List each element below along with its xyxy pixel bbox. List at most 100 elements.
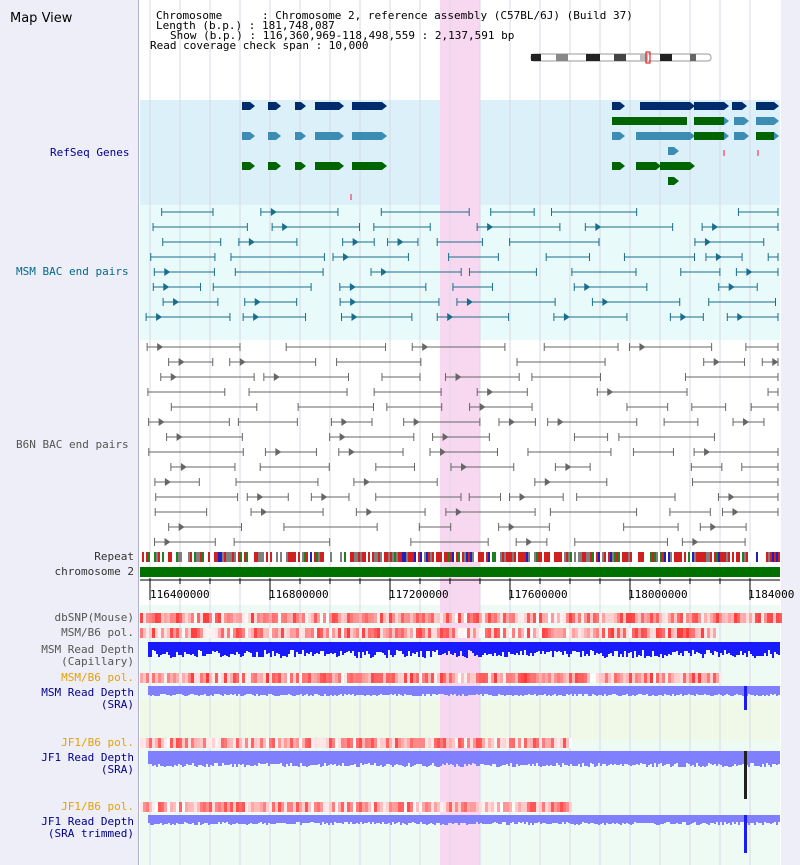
polymorphism-cell	[350, 673, 353, 683]
repeat-element	[498, 552, 500, 562]
polymorphism-cell	[602, 673, 605, 683]
polymorphism-cell	[569, 802, 572, 812]
polymorphism-cell	[731, 613, 734, 623]
read-depth-bar	[518, 815, 520, 822]
read-depth-bar	[706, 686, 708, 695]
polymorphism-cell	[689, 673, 692, 683]
polymorphism-cell	[146, 738, 149, 748]
read-depth-bar	[604, 815, 606, 825]
track-label-dbsnp[interactable]: dbSNP(Mouse)	[54, 611, 134, 624]
polymorphism-cell	[440, 628, 443, 638]
track-label-msm-depth-sra[interactable]: MSM Read Depth	[41, 686, 134, 699]
polymorphism-cell	[284, 628, 287, 638]
read-depth-bar	[404, 642, 406, 657]
read-depth-bar	[294, 815, 296, 824]
read-depth-bar	[372, 751, 374, 765]
track-label-msm-b6-pol-2[interactable]: MSM/B6 pol.	[61, 671, 134, 684]
repeat-element	[572, 552, 574, 562]
polymorphism-cell	[737, 613, 740, 623]
track-label-msm-bac[interactable]: MSM BAC end pairs	[16, 265, 129, 278]
read-depth-bar	[618, 642, 620, 657]
read-depth-bar	[266, 686, 268, 696]
read-depth-bar	[462, 686, 464, 694]
read-depth-bar	[746, 642, 748, 657]
read-depth-bar	[208, 751, 210, 767]
read-depth-bar	[254, 686, 256, 696]
repeat-element	[148, 552, 150, 562]
read-depth-bar	[238, 642, 240, 654]
read-depth-bar	[238, 751, 240, 764]
polymorphism-cell	[470, 628, 473, 638]
read-depth-bar	[668, 751, 670, 764]
repeat-element	[614, 552, 616, 562]
polymorphism-cell	[677, 673, 680, 683]
read-depth-bar	[278, 815, 280, 823]
track-label-chromosome[interactable]: chromosome 2	[54, 565, 134, 578]
polymorphism-cell	[530, 673, 533, 683]
polymorphism-cell	[239, 628, 242, 638]
track-label-jf1-depth-sra[interactable]: JF1 Read Depth	[41, 751, 134, 764]
read-depth-bar	[614, 686, 616, 694]
polymorphism-cell	[377, 673, 380, 683]
read-depth-bar	[206, 751, 208, 764]
track-label-jf1-depth-trim[interactable]: JF1 Read Depth	[41, 815, 134, 828]
read-depth-bar	[542, 751, 544, 766]
polymorphism-cell	[302, 613, 305, 623]
page-title: Map View	[10, 11, 73, 26]
read-depth-bar	[566, 686, 568, 694]
track-label-jf1-b6-pol-1[interactable]: JF1/B6 pol.	[61, 736, 134, 749]
read-depth-bar	[548, 815, 550, 824]
read-depth-bar	[230, 642, 232, 654]
track-label-msm-b6-pol-1[interactable]: MSM/B6 pol.	[61, 626, 134, 639]
read-depth-bar	[220, 751, 222, 766]
read-depth-bar	[740, 686, 742, 695]
repeat-element	[762, 552, 764, 562]
polymorphism-cell	[323, 613, 326, 623]
repeat-element	[458, 552, 460, 562]
polymorphism-cell	[419, 738, 422, 748]
read-depth-bar	[670, 815, 672, 824]
track-label-msm-depth-cap[interactable]: MSM Read Depth	[41, 643, 134, 656]
read-depth-bar	[394, 815, 396, 824]
read-depth-bar	[496, 815, 498, 823]
read-depth-bar	[652, 642, 654, 651]
read-depth-bar	[300, 642, 302, 654]
read-depth-bar	[554, 686, 556, 694]
polymorphism-cell	[743, 613, 746, 623]
read-depth-bar	[490, 751, 492, 766]
read-depth-bar	[558, 815, 560, 824]
refseq-gene-arrow	[339, 162, 344, 170]
read-depth-bar	[202, 686, 204, 695]
polymorphism-cell	[263, 802, 266, 812]
refseq-gene-arrow	[744, 117, 749, 125]
read-depth-bar	[480, 815, 482, 823]
track-label-b6n-bac[interactable]: B6N BAC end pairs	[16, 438, 129, 451]
polymorphism-cell	[299, 802, 302, 812]
polymorphism-cell	[512, 673, 515, 683]
refseq-gene-arrow	[382, 162, 387, 170]
polymorphism-cell	[251, 613, 254, 623]
read-depth-bar	[638, 751, 640, 765]
track-label-repeat[interactable]: Repeat	[94, 550, 134, 563]
read-depth-bar	[156, 686, 158, 696]
polymorphism-cell	[308, 673, 311, 683]
polymorphism-cell	[239, 738, 242, 748]
read-depth-bar	[682, 815, 684, 822]
repeat-element	[328, 552, 330, 562]
polymorphism-cell	[443, 802, 446, 812]
read-depth-bar	[354, 815, 356, 824]
read-depth-bar	[354, 686, 356, 696]
polymorphism-cell	[653, 673, 656, 683]
read-depth-bar	[396, 686, 398, 696]
polymorphism-cell	[203, 673, 206, 683]
read-depth-bar	[254, 751, 256, 765]
chromosome-ideogram[interactable]	[531, 53, 711, 62]
track-label-refseq[interactable]: RefSeq Genes	[50, 146, 130, 159]
track-label-jf1-b6-pol-2[interactable]: JF1/B6 pol.	[61, 800, 134, 813]
repeat-element	[526, 552, 528, 562]
read-depth-bar	[248, 751, 250, 765]
polymorphism-cell	[416, 738, 419, 748]
read-depth-bar	[168, 642, 170, 655]
read-depth-bar	[460, 751, 462, 767]
